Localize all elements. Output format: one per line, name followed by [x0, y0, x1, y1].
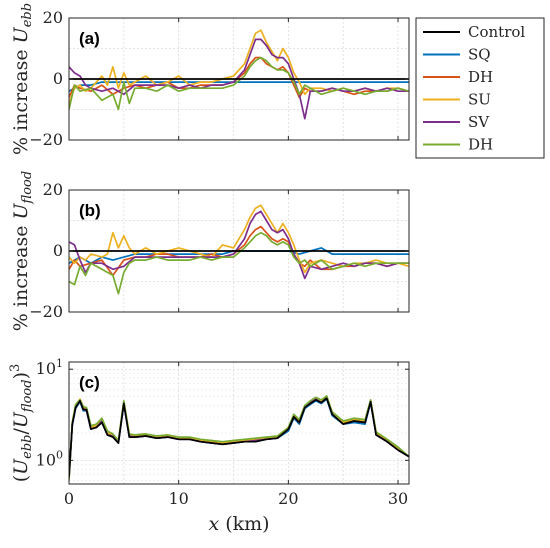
- x-tick-label: 0: [64, 489, 74, 508]
- series-line-sv-4: [69, 210, 409, 280]
- panel-label: (b): [79, 201, 101, 220]
- y-tick-label: 20: [43, 8, 63, 27]
- series-line-dh-5: [69, 231, 409, 295]
- legend-label: SU: [468, 91, 491, 109]
- y-tick-label: 101: [36, 357, 63, 378]
- series-line-control-0: [69, 397, 409, 478]
- legend-box: [415, 17, 545, 159]
- y-axis-label: % increase Uebb: [10, 3, 35, 155]
- series-group: [69, 204, 409, 295]
- series-group: [69, 29, 409, 120]
- y-tick-label: 0: [53, 241, 63, 260]
- y-tick-label: −20: [29, 130, 63, 149]
- axes-frame: [68, 361, 410, 485]
- x-tick-label: 30: [388, 489, 408, 508]
- series-line-su-3: [69, 204, 409, 274]
- panel-3: 101 100 0 10 20 30 (c) (Uebb/Uflood)3 x (km): [8, 357, 410, 535]
- panel-1: 20 0 −20 (a) % increase Uebb: [10, 3, 410, 155]
- series-line-dh-5: [69, 395, 409, 481]
- panel-label: (a): [79, 29, 100, 48]
- x-axis-label: x (km): [208, 513, 269, 535]
- series-line-su-3: [69, 395, 409, 478]
- legend-entry-dh-2: DH: [423, 68, 493, 86]
- series-line-sq-1: [69, 81, 409, 92]
- y-tick-label: 100: [36, 448, 63, 469]
- legend-entry-sv-4: SV: [423, 113, 490, 131]
- legend-label: DH: [468, 136, 493, 154]
- x-tick-label: 10: [168, 489, 188, 508]
- panel-label: (c): [79, 373, 100, 392]
- legend-entry-su-3: SU: [423, 91, 491, 109]
- y-axis-label: % increase Uflood: [10, 171, 35, 331]
- y-tick-label: 20: [43, 180, 63, 199]
- series-line-dh-5: [69, 56, 409, 111]
- panels: 20 0 −20 (a) % increase Uebb 20 0 −20 (b) % incre…: [8, 3, 410, 535]
- legend-label: Control: [468, 23, 525, 41]
- y-tick-label: 0: [53, 69, 63, 88]
- legend-entry-sq-1: SQ: [423, 46, 491, 64]
- y-axis-label: (Uebb/Uflood)3: [8, 364, 35, 483]
- series-line-sq-1: [69, 398, 409, 478]
- legend-entry-dh-5: DH: [423, 136, 493, 154]
- series-group: [69, 395, 409, 481]
- y-tick-label: −20: [29, 302, 63, 321]
- legend-label: SQ: [468, 46, 491, 64]
- legend-entry-control-0: Control: [423, 23, 525, 41]
- panel-2: 20 0 −20 (b) % increase Uflood: [10, 171, 410, 331]
- legend: Control SQ DH SU SV DH: [415, 17, 545, 159]
- x-tick-label: 20: [278, 489, 298, 508]
- legend-label: SV: [468, 113, 490, 131]
- legend-label: DH: [468, 68, 493, 86]
